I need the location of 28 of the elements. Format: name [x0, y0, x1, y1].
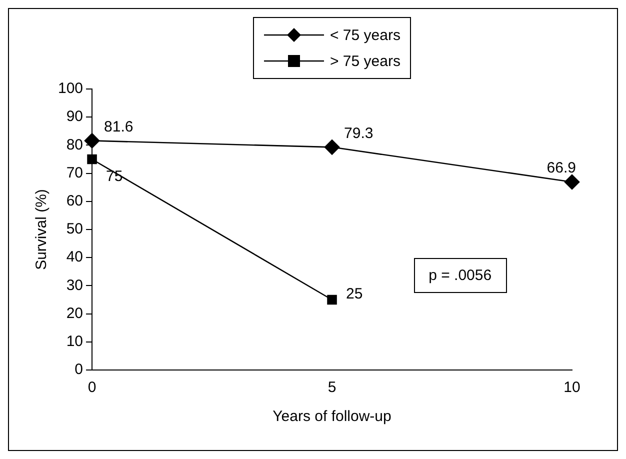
x-tick-label: 10 — [564, 379, 580, 396]
y-tick-label: 80 — [66, 136, 84, 154]
data-label: 79.3 — [344, 124, 374, 142]
data-label: 81.6 — [104, 118, 134, 136]
y-axis-title: Survival (%) — [33, 189, 50, 270]
x-axis-title: Years of follow-up — [272, 408, 392, 426]
legend-label: > 75 years — [330, 52, 400, 70]
x-tick-label: 0 — [88, 379, 96, 396]
y-tick-label: 60 — [66, 192, 84, 210]
y-tick-label: 90 — [66, 108, 84, 126]
y-tick-label: 40 — [66, 248, 84, 266]
y-tick-label: 100 — [58, 80, 84, 98]
point — [84, 133, 100, 148]
x-tick-label: 5 — [328, 379, 336, 396]
point — [87, 154, 97, 164]
data-label: 66.9 — [546, 160, 576, 177]
y-tick-label: 10 — [66, 333, 84, 350]
legend-label: < 75 years — [330, 26, 400, 44]
annotation: p = .0056 — [414, 258, 507, 293]
y-tick-label: 70 — [66, 164, 84, 182]
y-tick-label: 20 — [66, 304, 84, 322]
y-tick-label: 50 — [66, 220, 84, 238]
point — [324, 140, 340, 155]
y-tick-label: 0 — [74, 361, 84, 378]
data-label: 25 — [346, 285, 363, 302]
point — [327, 294, 337, 305]
point — [564, 174, 580, 190]
y-tick-label: 30 — [66, 276, 84, 294]
